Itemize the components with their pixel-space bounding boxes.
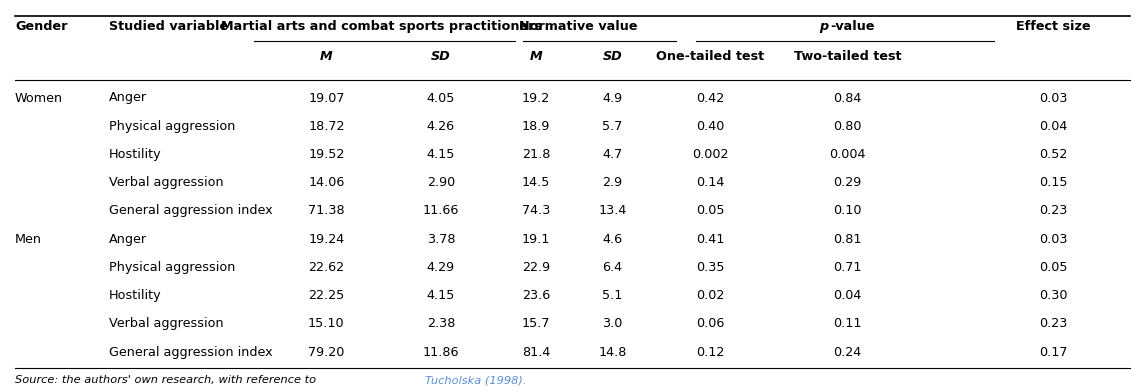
Text: SD: SD	[431, 50, 451, 64]
Text: 0.04: 0.04	[834, 289, 861, 302]
Text: 22.25: 22.25	[308, 289, 345, 302]
Text: 79.20: 79.20	[308, 345, 345, 359]
Text: 0.03: 0.03	[1040, 91, 1067, 105]
Text: 0.71: 0.71	[834, 261, 861, 274]
Text: General aggression index: General aggression index	[109, 204, 273, 218]
Text: 5.1: 5.1	[602, 289, 623, 302]
Text: Hostility: Hostility	[109, 289, 161, 302]
Text: 4.9: 4.9	[602, 91, 623, 105]
Text: 0.04: 0.04	[1040, 120, 1067, 133]
Text: Verbal aggression: Verbal aggression	[109, 317, 223, 330]
Text: Physical aggression: Physical aggression	[109, 261, 235, 274]
Text: 3.0: 3.0	[602, 317, 623, 330]
Text: 0.80: 0.80	[834, 120, 861, 133]
Text: 2.9: 2.9	[602, 176, 623, 189]
Text: 0.40: 0.40	[696, 120, 724, 133]
Text: Verbal aggression: Verbal aggression	[109, 176, 223, 189]
Text: 14.06: 14.06	[308, 176, 345, 189]
Text: 0.004: 0.004	[829, 148, 866, 161]
Text: 3.78: 3.78	[427, 232, 455, 246]
Text: One-tailed test: One-tailed test	[656, 50, 764, 64]
Text: 0.41: 0.41	[696, 232, 724, 246]
Text: 0.17: 0.17	[1040, 345, 1067, 359]
Text: 11.66: 11.66	[423, 204, 459, 218]
Text: 0.23: 0.23	[1040, 317, 1067, 330]
Text: Normative value: Normative value	[519, 20, 638, 33]
Text: 0.10: 0.10	[834, 204, 861, 218]
Text: 22.62: 22.62	[308, 261, 345, 274]
Text: 4.15: 4.15	[427, 148, 455, 161]
Text: Physical aggression: Physical aggression	[109, 120, 235, 133]
Text: 19.24: 19.24	[308, 232, 345, 246]
Text: Anger: Anger	[109, 91, 147, 105]
Text: Anger: Anger	[109, 232, 147, 246]
Text: Studied variable: Studied variable	[109, 20, 228, 33]
Text: 0.002: 0.002	[692, 148, 728, 161]
Text: 18.9: 18.9	[522, 120, 550, 133]
Text: General aggression index: General aggression index	[109, 345, 273, 359]
Text: 0.30: 0.30	[1040, 289, 1067, 302]
Text: 22.9: 22.9	[522, 261, 550, 274]
Text: 19.1: 19.1	[522, 232, 550, 246]
Text: 6.4: 6.4	[602, 261, 623, 274]
Text: M: M	[319, 50, 333, 64]
Text: 4.7: 4.7	[602, 148, 623, 161]
Text: 71.38: 71.38	[308, 204, 345, 218]
Text: -value: -value	[830, 20, 875, 33]
Text: Tucholska (1998).: Tucholska (1998).	[425, 375, 527, 385]
Text: 0.29: 0.29	[834, 176, 861, 189]
Text: 0.24: 0.24	[834, 345, 861, 359]
Text: 0.03: 0.03	[1040, 232, 1067, 246]
Text: 0.11: 0.11	[834, 317, 861, 330]
Text: 11.86: 11.86	[423, 345, 459, 359]
Text: Source: the authors' own research, with reference to: Source: the authors' own research, with …	[15, 375, 319, 385]
Text: 0.23: 0.23	[1040, 204, 1067, 218]
Text: 0.02: 0.02	[696, 289, 724, 302]
Text: 0.35: 0.35	[696, 261, 724, 274]
Text: Two-tailed test: Two-tailed test	[793, 50, 901, 64]
Text: 14.8: 14.8	[599, 345, 626, 359]
Text: 15.10: 15.10	[308, 317, 345, 330]
Text: 4.29: 4.29	[427, 261, 455, 274]
Text: 74.3: 74.3	[522, 204, 550, 218]
Text: 0.06: 0.06	[696, 317, 724, 330]
Text: 4.15: 4.15	[427, 289, 455, 302]
Text: 19.2: 19.2	[522, 91, 550, 105]
Text: p: p	[819, 20, 828, 33]
Text: 0.81: 0.81	[834, 232, 861, 246]
Text: 0.05: 0.05	[1040, 261, 1067, 274]
Text: 81.4: 81.4	[522, 345, 550, 359]
Text: Men: Men	[15, 232, 42, 246]
Text: 0.15: 0.15	[1040, 176, 1067, 189]
Text: Women: Women	[15, 91, 63, 105]
Text: M: M	[529, 50, 543, 64]
Text: 0.12: 0.12	[696, 345, 724, 359]
Text: 15.7: 15.7	[522, 317, 550, 330]
Text: Martial arts and combat sports practitioners: Martial arts and combat sports practitio…	[221, 20, 542, 33]
Text: 0.84: 0.84	[834, 91, 861, 105]
Text: 2.90: 2.90	[427, 176, 455, 189]
Text: 5.7: 5.7	[602, 120, 623, 133]
Text: 0.14: 0.14	[696, 176, 724, 189]
Text: 4.05: 4.05	[427, 91, 455, 105]
Text: 13.4: 13.4	[599, 204, 626, 218]
Text: 19.07: 19.07	[308, 91, 345, 105]
Text: 23.6: 23.6	[522, 289, 550, 302]
Text: Gender: Gender	[15, 20, 68, 33]
Text: 21.8: 21.8	[522, 148, 550, 161]
Text: 18.72: 18.72	[308, 120, 345, 133]
Text: 19.52: 19.52	[308, 148, 345, 161]
Text: Effect size: Effect size	[1016, 20, 1091, 33]
Text: 0.52: 0.52	[1040, 148, 1067, 161]
Text: Hostility: Hostility	[109, 148, 161, 161]
Text: 0.05: 0.05	[696, 204, 724, 218]
Text: 0.42: 0.42	[696, 91, 724, 105]
Text: 14.5: 14.5	[522, 176, 550, 189]
Text: 4.26: 4.26	[427, 120, 455, 133]
Text: 4.6: 4.6	[602, 232, 623, 246]
Text: SD: SD	[602, 50, 623, 64]
Text: 2.38: 2.38	[427, 317, 455, 330]
